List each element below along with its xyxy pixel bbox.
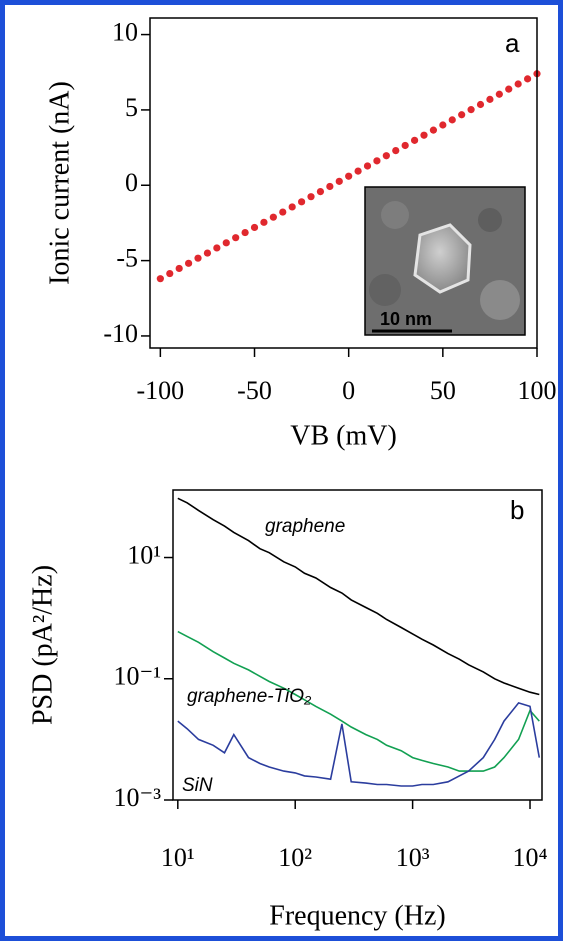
data-point bbox=[448, 116, 456, 124]
data-point bbox=[363, 162, 372, 170]
panel-label: b bbox=[510, 495, 524, 525]
data-point bbox=[232, 234, 240, 242]
data-point bbox=[476, 100, 485, 109]
data-point bbox=[203, 249, 212, 257]
data-point bbox=[373, 157, 381, 165]
data-point bbox=[241, 228, 249, 237]
data-point bbox=[458, 111, 466, 119]
x-tick-label: 10² bbox=[278, 843, 312, 872]
x-tick-label: -50 bbox=[237, 376, 272, 405]
data-point bbox=[222, 239, 230, 247]
y-tick-label: 10 bbox=[112, 18, 138, 47]
panel-label: a bbox=[505, 28, 520, 58]
x-axis-label: VB (mV) bbox=[290, 420, 397, 451]
data-point bbox=[439, 121, 447, 129]
series-line bbox=[177, 701, 541, 787]
data-point bbox=[495, 90, 503, 98]
data-point bbox=[307, 193, 315, 201]
data-point bbox=[213, 244, 221, 252]
data-point bbox=[382, 152, 390, 160]
data-point bbox=[316, 187, 325, 196]
data-point bbox=[401, 141, 409, 150]
data-point bbox=[194, 254, 202, 262]
inset-label: 10 nm bbox=[380, 309, 432, 329]
data-point bbox=[523, 75, 532, 83]
x-tick-label: 50 bbox=[430, 376, 456, 405]
y-axis-label: PSD (pA²/Hz) bbox=[27, 565, 58, 725]
data-point bbox=[410, 136, 419, 144]
plot-frame bbox=[172, 489, 543, 801]
data-point bbox=[335, 177, 343, 185]
series-line bbox=[177, 630, 540, 772]
data-point bbox=[166, 269, 174, 278]
data-point bbox=[505, 85, 513, 93]
data-point bbox=[185, 259, 193, 267]
data-point bbox=[279, 208, 287, 216]
data-point bbox=[260, 218, 268, 226]
y-tick-label: 0 bbox=[125, 168, 138, 197]
x-tick-label: -100 bbox=[137, 376, 185, 405]
x-tick-label: 10¹ bbox=[161, 843, 195, 872]
x-axis-label: Frequency (Hz) bbox=[269, 900, 445, 931]
y-tick-label: 10⁻³ bbox=[113, 783, 161, 812]
y-tick-label: 10⁻¹ bbox=[113, 662, 161, 691]
y-tick-label: -5 bbox=[116, 244, 138, 273]
inset-image bbox=[364, 186, 526, 336]
y-tick-label: 5 bbox=[125, 93, 138, 122]
data-point bbox=[354, 167, 362, 175]
series-line bbox=[177, 497, 540, 696]
y-axis-label: Ionic current (nA) bbox=[44, 81, 75, 285]
data-point bbox=[288, 203, 296, 211]
data-point bbox=[156, 275, 164, 283]
plot-frame bbox=[149, 17, 538, 349]
data-point bbox=[514, 80, 522, 88]
data-point bbox=[467, 106, 475, 114]
data-point bbox=[269, 213, 277, 221]
data-point bbox=[250, 223, 259, 232]
data-point bbox=[326, 182, 334, 191]
x-tick-label: 0 bbox=[342, 376, 355, 405]
data-point bbox=[429, 126, 438, 134]
x-tick-label: 100 bbox=[518, 376, 557, 405]
series-label: graphene bbox=[265, 516, 345, 537]
y-tick-label: 10¹ bbox=[127, 540, 161, 569]
series-label: SiN bbox=[182, 775, 213, 796]
y-tick-label: -10 bbox=[103, 319, 138, 348]
series-label: graphene-TiO₂ bbox=[187, 686, 312, 707]
data-point bbox=[175, 264, 183, 273]
data-point bbox=[345, 172, 353, 180]
data-point bbox=[392, 147, 400, 155]
x-tick-label: 10⁴ bbox=[512, 843, 547, 872]
data-point bbox=[297, 198, 306, 206]
data-point bbox=[486, 95, 494, 103]
data-point bbox=[420, 131, 428, 139]
x-tick-label: 10³ bbox=[396, 843, 430, 872]
